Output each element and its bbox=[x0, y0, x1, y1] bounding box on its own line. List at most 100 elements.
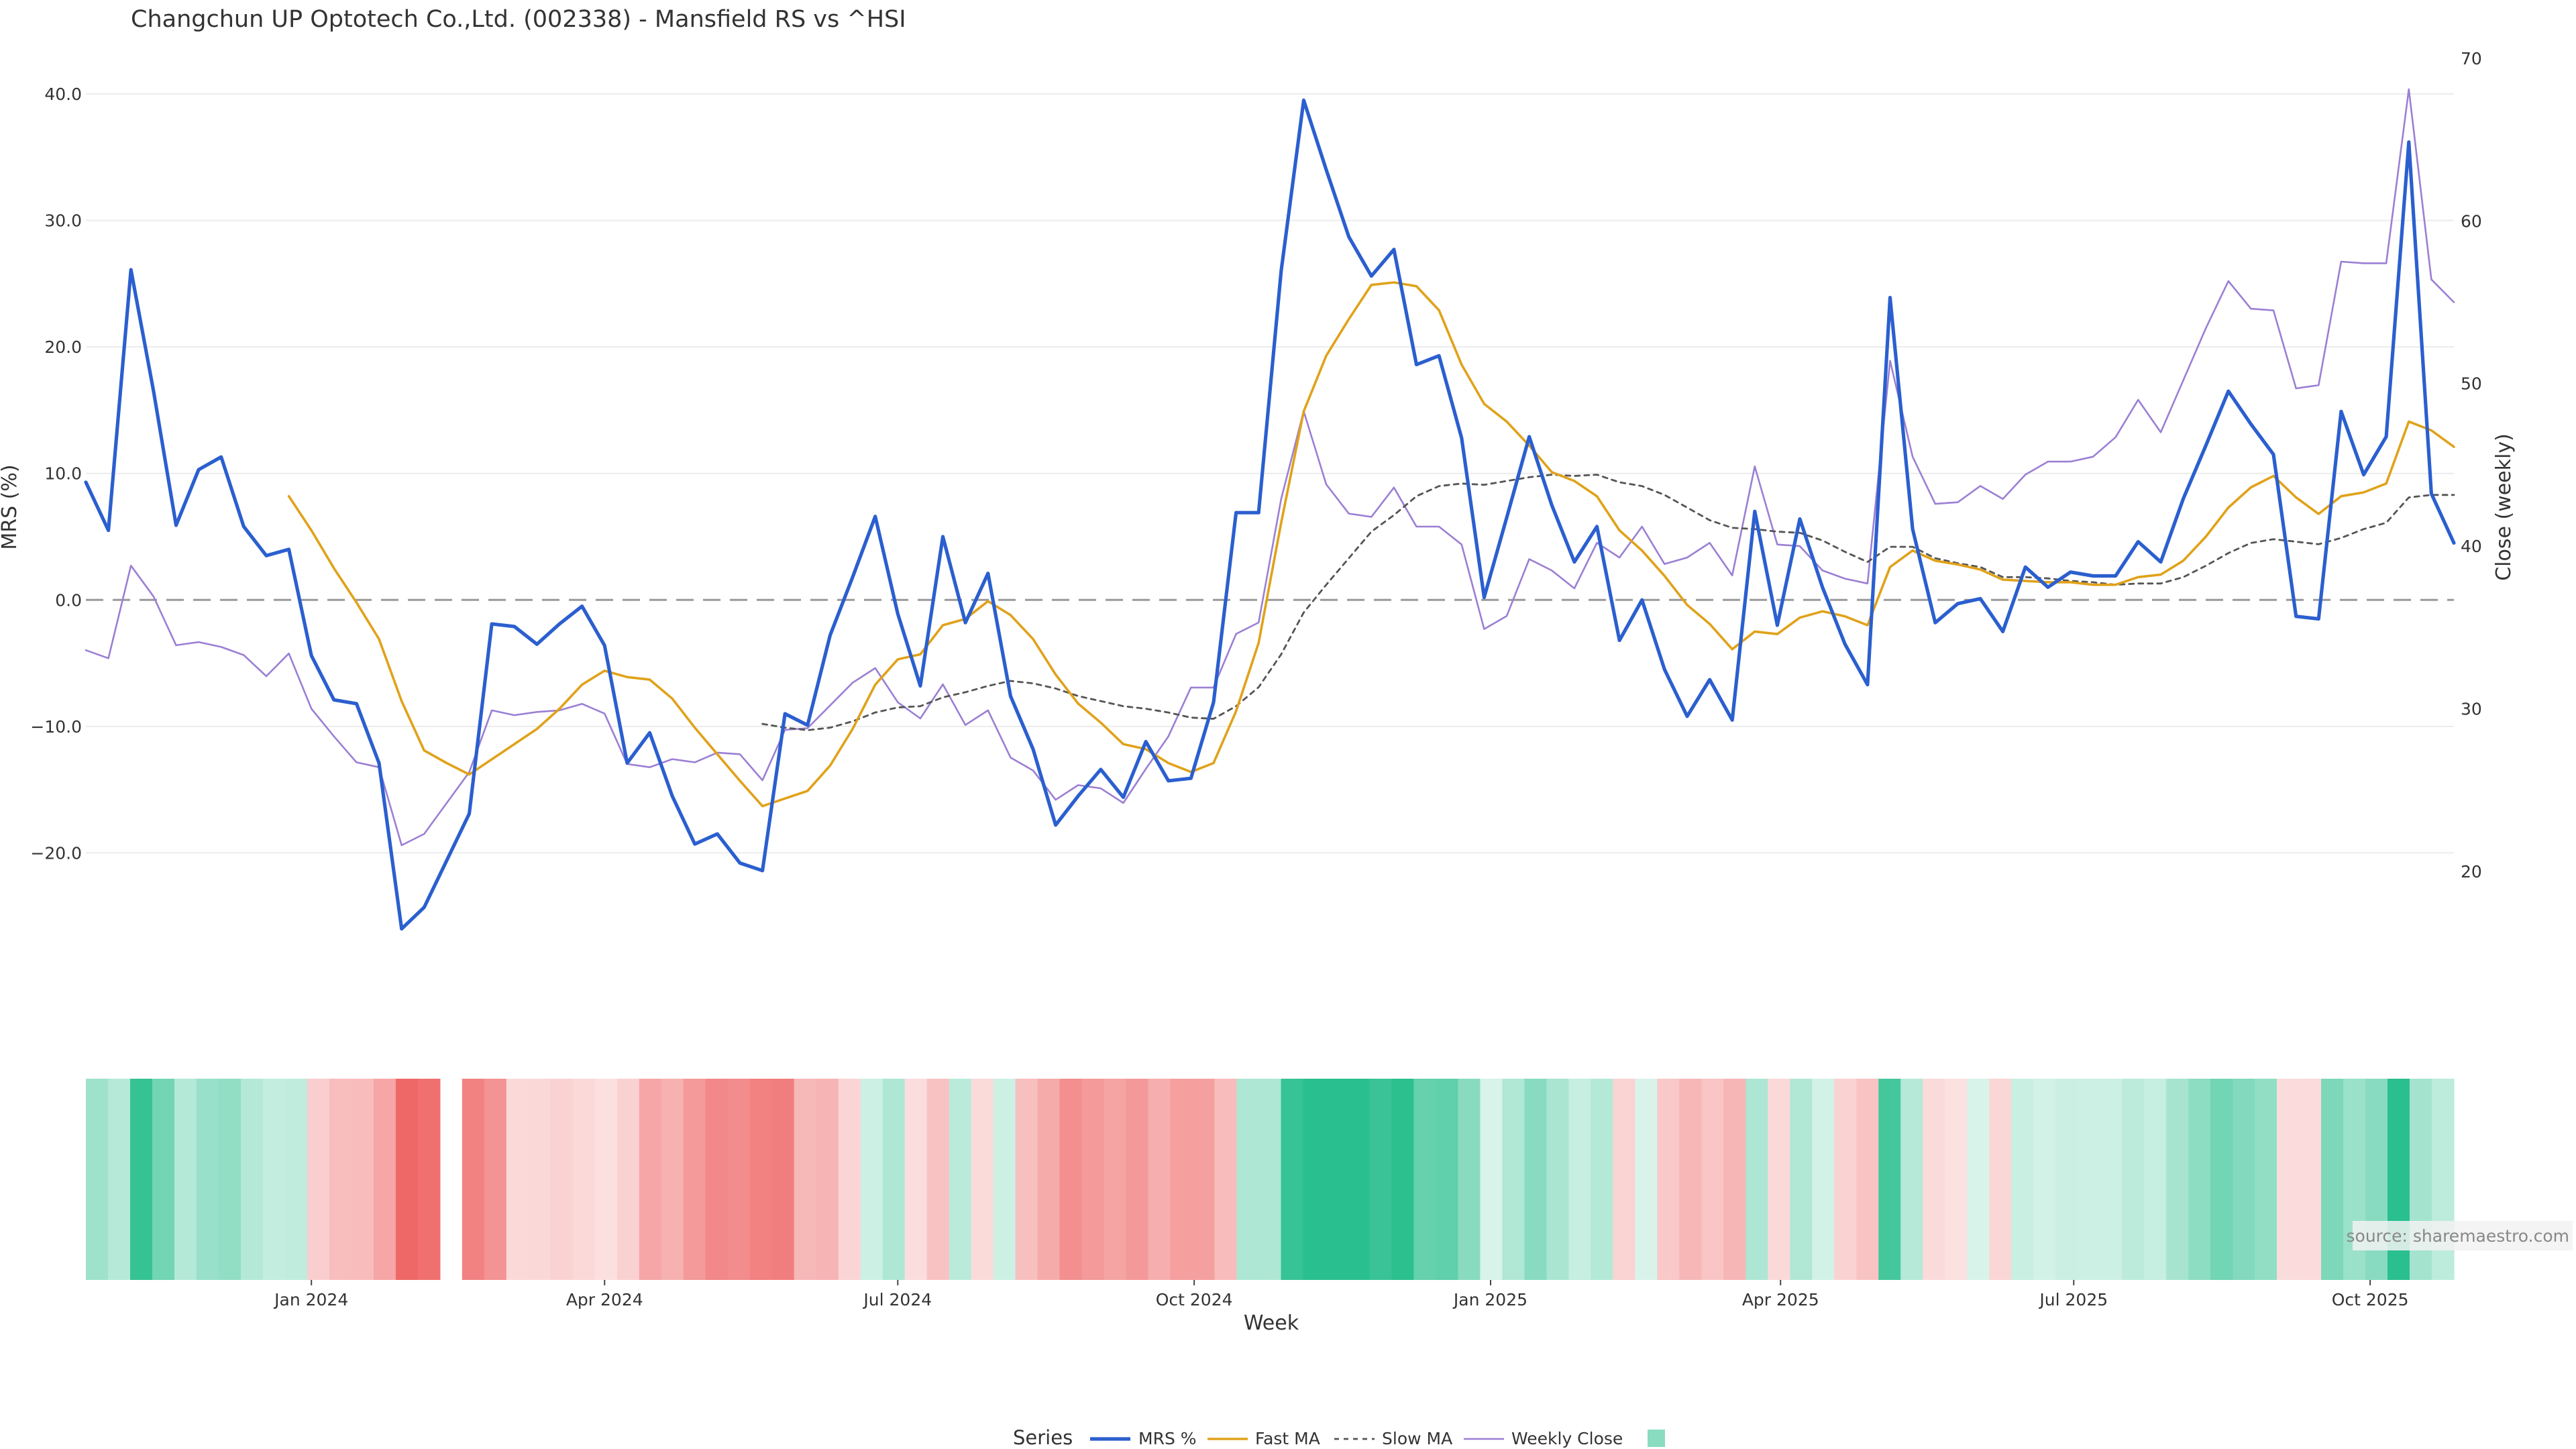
heatmap-cell bbox=[240, 1079, 264, 1280]
heatmap-cell bbox=[1900, 1079, 1923, 1280]
x-axis-label: Week bbox=[1244, 1311, 1299, 1335]
heatmap-cell bbox=[1413, 1079, 1437, 1280]
heatmap-cell bbox=[1369, 1079, 1393, 1280]
left-tick-label: 30.0 bbox=[44, 211, 82, 231]
heatmap-cell bbox=[1148, 1079, 1171, 1280]
right-tick-label: 70 bbox=[2461, 49, 2482, 68]
heatmap-cell bbox=[2210, 1079, 2233, 1280]
heatmap-cell bbox=[462, 1079, 485, 1280]
heatmap-cell bbox=[129, 1079, 153, 1280]
left-y-axis-label: MRS (%) bbox=[0, 464, 21, 549]
heatmap-cell bbox=[1878, 1079, 1901, 1280]
heatmap-cell bbox=[1568, 1079, 1591, 1280]
heatmap-cell bbox=[1170, 1079, 1193, 1280]
x-tick-label: Jul 2024 bbox=[862, 1290, 932, 1309]
left-y-axis-ticks: 40.0 30.0 20.0 10.0 0.0 −10.0 −20.0 bbox=[30, 85, 82, 863]
heatmap-cell bbox=[152, 1079, 175, 1280]
heatmap-cell bbox=[904, 1079, 928, 1280]
right-tick-label: 20 bbox=[2461, 862, 2482, 881]
heatmap-cell bbox=[2299, 1079, 2322, 1280]
heatmap-cell bbox=[550, 1079, 574, 1280]
heatmap-cell bbox=[794, 1079, 817, 1280]
legend-swatch-heatmap bbox=[1648, 1430, 1665, 1447]
source-text: source: sharemaestro.com bbox=[2347, 1226, 2570, 1246]
right-tick-label: 50 bbox=[2461, 374, 2482, 394]
heatmap-cell bbox=[1546, 1079, 1569, 1280]
left-tick-label: −10.0 bbox=[30, 717, 82, 737]
heatmap-cell bbox=[926, 1079, 950, 1280]
x-axis-ticks: Jan 2024 Apr 2024 Jul 2024 Oct 2024 Jan 2025… bbox=[273, 1280, 2409, 1309]
heatmap-cell bbox=[705, 1079, 729, 1280]
heatmap-cell bbox=[506, 1079, 529, 1280]
x-tick-label: Jan 2024 bbox=[273, 1290, 348, 1309]
x-tick-label: Jan 2025 bbox=[1452, 1290, 1527, 1309]
heatmap-cell bbox=[2255, 1079, 2277, 1280]
x-tick-label: Apr 2025 bbox=[1742, 1290, 1819, 1309]
heatmap-cell bbox=[1192, 1079, 1216, 1280]
left-tick-label: −20.0 bbox=[30, 843, 82, 863]
heatmap-cell bbox=[395, 1079, 419, 1280]
heatmap-cell bbox=[860, 1079, 883, 1280]
heatmap-cell bbox=[594, 1079, 618, 1280]
heatmap-cell bbox=[1834, 1079, 1857, 1280]
source-note: source: sharemaestro.com bbox=[2347, 1221, 2573, 1250]
gridlines bbox=[86, 93, 2454, 854]
heatmap-cell bbox=[218, 1079, 241, 1280]
heatmap-cell bbox=[351, 1079, 374, 1280]
heatmap-cell bbox=[1635, 1079, 1658, 1280]
legend-title: Series bbox=[1013, 1426, 1073, 1449]
heatmap-cell bbox=[196, 1079, 219, 1280]
heatmap-cell bbox=[1945, 1079, 1968, 1280]
heatmap-cell bbox=[1502, 1079, 1525, 1280]
left-tick-label: 20.0 bbox=[44, 337, 82, 357]
heatmap-cell bbox=[1015, 1079, 1038, 1280]
heatmap-cell bbox=[1458, 1079, 1481, 1280]
heatmap-cell bbox=[771, 1079, 795, 1280]
series-line-mrs bbox=[84, 98, 2456, 931]
heatmap-cell bbox=[971, 1079, 994, 1280]
heatmap-cell bbox=[2078, 1079, 2100, 1280]
heatmap-cell bbox=[816, 1079, 839, 1280]
heatmap-cell bbox=[2122, 1079, 2145, 1280]
left-tick-label: 0.0 bbox=[55, 590, 82, 610]
heatmap-cell bbox=[2277, 1079, 2300, 1280]
series-lines bbox=[84, 88, 2456, 931]
heatmap-cell bbox=[1591, 1079, 1613, 1280]
chart-title: Changchun UP Optotech Co.,Ltd. (002338) … bbox=[131, 6, 906, 33]
heatmap-cell bbox=[2033, 1079, 2056, 1280]
heatmap-cell bbox=[2144, 1079, 2167, 1280]
heatmap-cell bbox=[727, 1079, 751, 1280]
heatmap-cell bbox=[1480, 1079, 1503, 1280]
heatmap-cell bbox=[307, 1079, 330, 1280]
heatmap-cell bbox=[882, 1079, 906, 1280]
heatmap-cell bbox=[949, 1079, 972, 1280]
mrs-heatmap-strip bbox=[86, 1079, 2455, 1280]
heatmap-cell bbox=[528, 1079, 551, 1280]
heatmap-cell bbox=[86, 1079, 109, 1280]
heatmap-cell bbox=[1303, 1079, 1326, 1280]
heatmap-cell bbox=[1701, 1079, 1724, 1280]
x-tick-label: Apr 2024 bbox=[566, 1290, 643, 1309]
heatmap-cell bbox=[262, 1079, 286, 1280]
heatmap-cell bbox=[683, 1079, 706, 1280]
heatmap-cell bbox=[1104, 1079, 1127, 1280]
heatmap-cell bbox=[2321, 1079, 2344, 1280]
heatmap-cell bbox=[616, 1079, 640, 1280]
heatmap-cell bbox=[1059, 1079, 1083, 1280]
heatmap-cell bbox=[2011, 1079, 2034, 1280]
heatmap-cell bbox=[1746, 1079, 1768, 1280]
heatmap-cell bbox=[1679, 1079, 1702, 1280]
heatmap-cell bbox=[1812, 1079, 1835, 1280]
heatmap-cell bbox=[1613, 1079, 1635, 1280]
heatmap-cell bbox=[639, 1079, 662, 1280]
x-tick-label: Oct 2024 bbox=[1156, 1290, 1233, 1309]
heatmap-cell bbox=[1236, 1079, 1260, 1280]
heatmap-cell bbox=[1126, 1079, 1149, 1280]
heatmap-cell bbox=[572, 1079, 596, 1280]
heatmap-cell bbox=[1037, 1079, 1061, 1280]
heatmap-cell bbox=[1989, 1079, 2012, 1280]
heatmap-cell bbox=[1281, 1079, 1304, 1280]
heatmap-cell bbox=[1081, 1079, 1105, 1280]
heatmap-cell bbox=[1214, 1079, 1238, 1280]
heatmap-cell bbox=[1347, 1079, 1371, 1280]
